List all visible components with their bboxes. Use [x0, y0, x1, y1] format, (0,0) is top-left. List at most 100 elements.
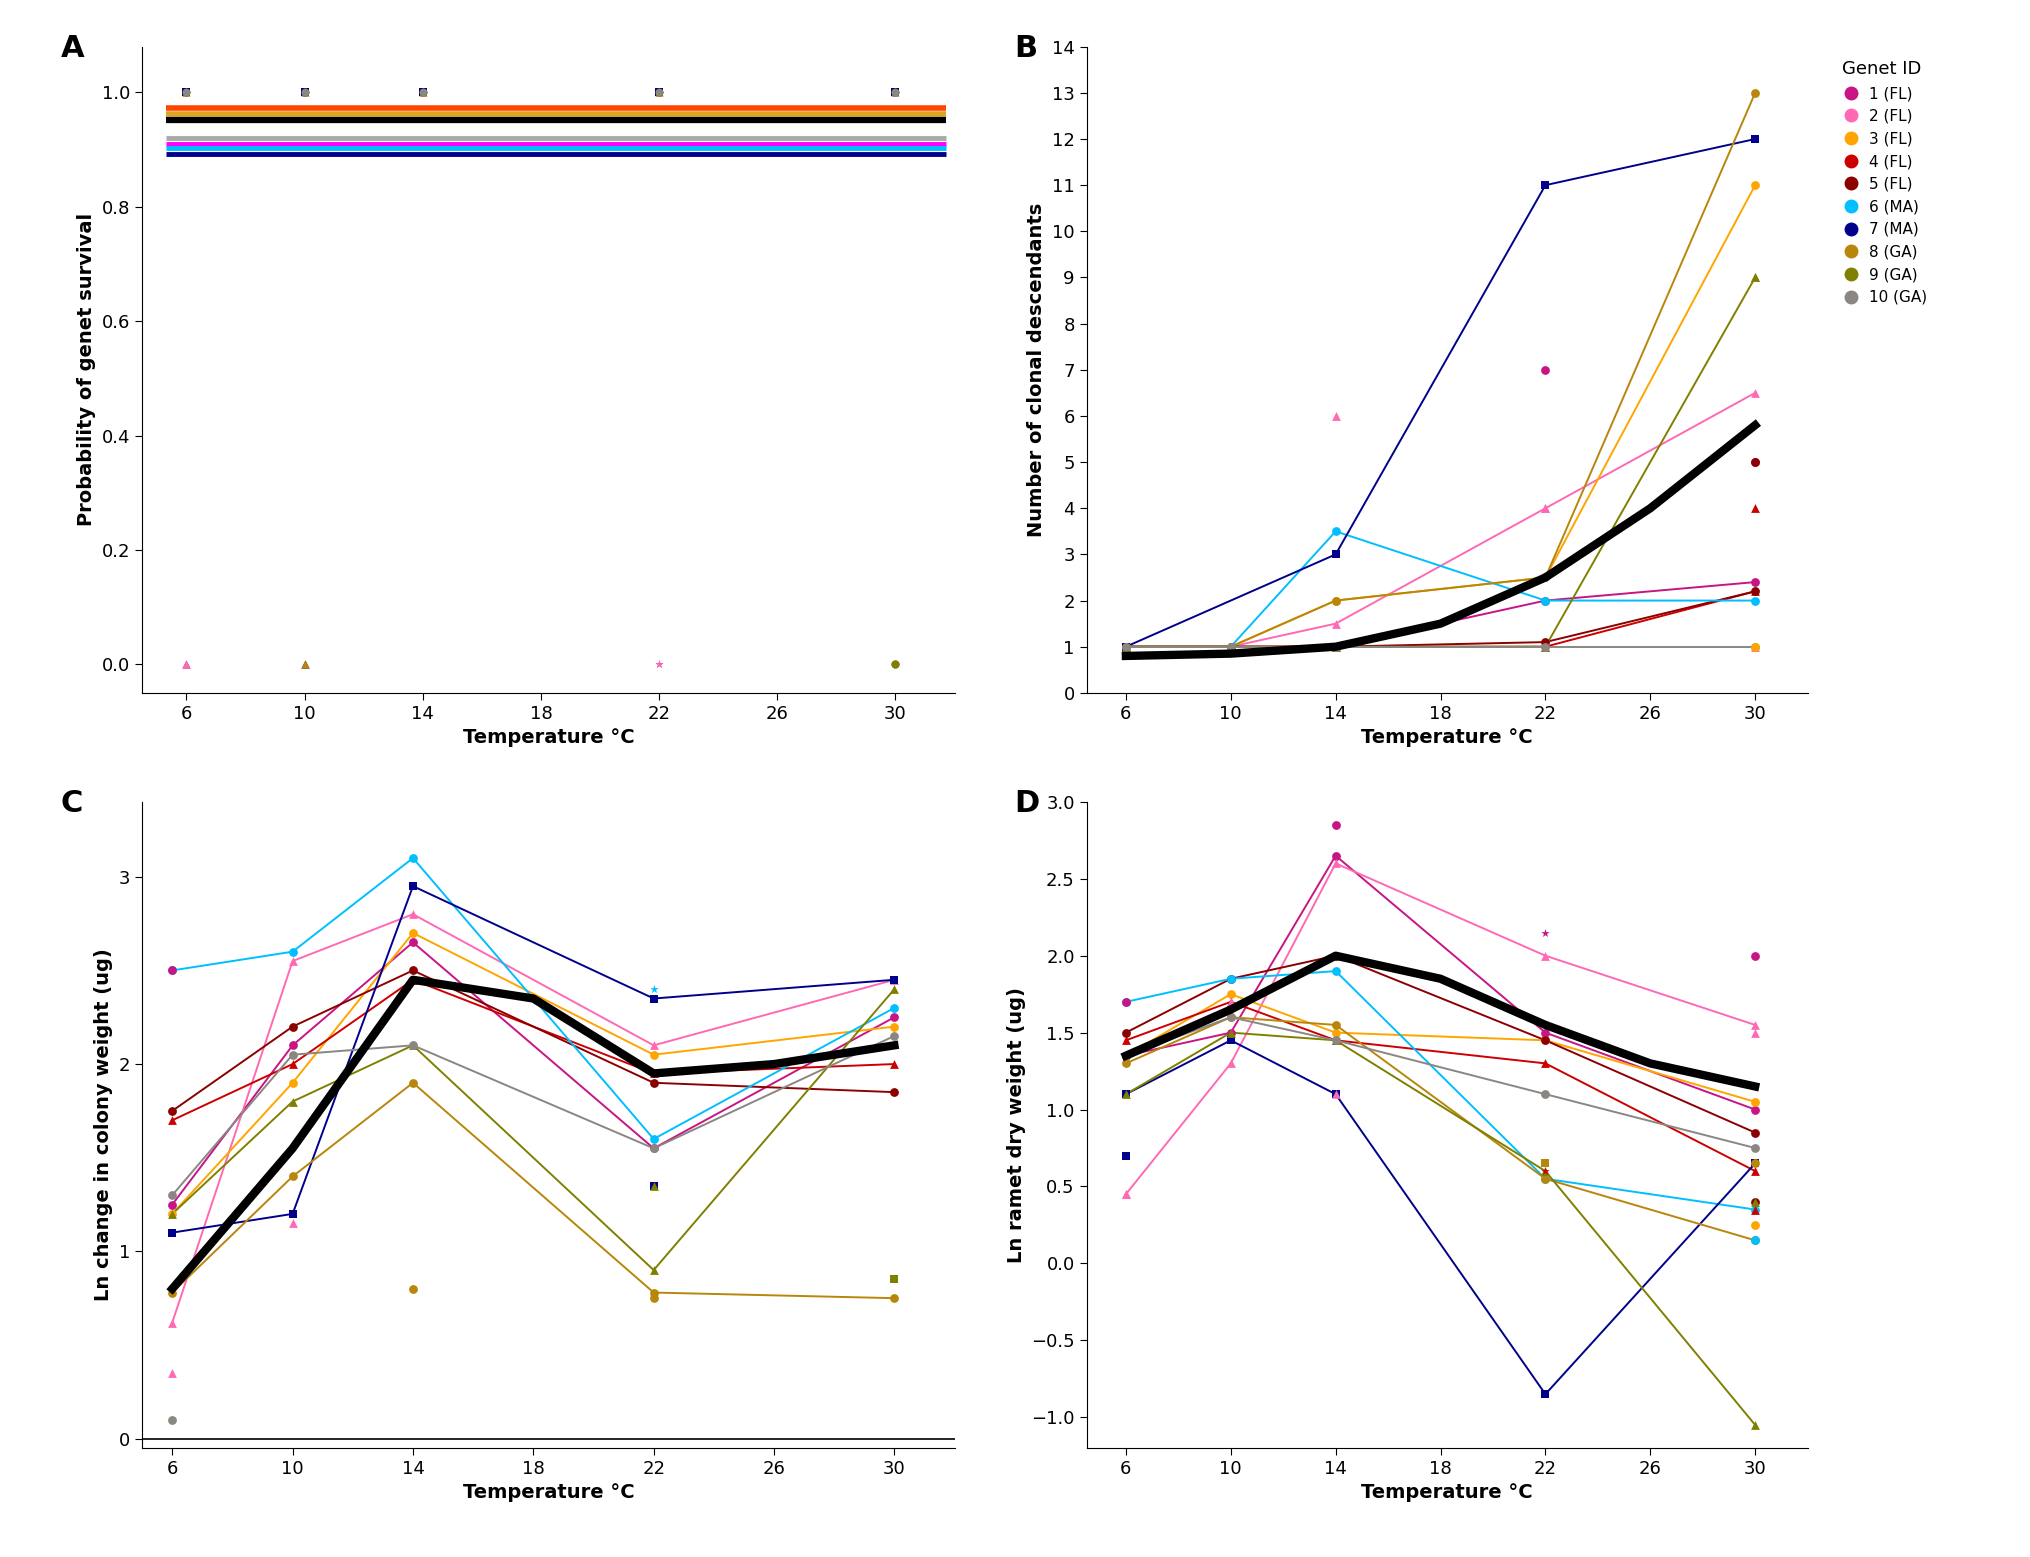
- Point: [1529, 1158, 1561, 1183]
- Point: [1320, 403, 1352, 428]
- X-axis label: Temperature °C: Temperature °C: [1360, 729, 1533, 747]
- Point: [1529, 944, 1561, 968]
- Point: [1529, 358, 1561, 383]
- Point: [1738, 1090, 1770, 1115]
- Point: [396, 845, 428, 870]
- Point: [288, 79, 321, 104]
- Point: [396, 1277, 428, 1302]
- Point: [171, 652, 203, 677]
- Point: [879, 652, 911, 677]
- Point: [171, 79, 203, 104]
- Point: [276, 1014, 309, 1039]
- Point: [1320, 844, 1352, 869]
- Point: [156, 1221, 189, 1246]
- Point: [644, 79, 676, 104]
- Point: [1738, 1412, 1770, 1437]
- Point: [276, 1165, 309, 1190]
- Point: [1529, 1166, 1561, 1191]
- Point: [1108, 1182, 1141, 1207]
- Point: [1529, 1028, 1561, 1053]
- Point: [171, 79, 203, 104]
- Text: B: B: [1015, 34, 1037, 62]
- Point: [1738, 589, 1770, 613]
- Point: [1320, 518, 1352, 543]
- Point: [276, 1032, 309, 1057]
- Point: [1529, 565, 1561, 590]
- Point: [1738, 570, 1770, 595]
- Point: [1320, 634, 1352, 659]
- Point: [1738, 1020, 1770, 1045]
- Point: [288, 79, 321, 104]
- Y-axis label: Number of clonal descendants: Number of clonal descendants: [1027, 202, 1045, 537]
- Point: [1108, 1051, 1141, 1076]
- Point: [288, 79, 321, 104]
- X-axis label: Temperature °C: Temperature °C: [463, 1484, 633, 1503]
- Point: [637, 1174, 670, 1199]
- Point: [156, 1098, 189, 1123]
- Point: [879, 79, 911, 104]
- Point: [1529, 634, 1561, 659]
- Point: [156, 958, 189, 982]
- Point: [1214, 1004, 1246, 1029]
- Point: [288, 79, 321, 104]
- Point: [276, 1070, 309, 1095]
- Point: [276, 1202, 309, 1227]
- Point: [1738, 579, 1770, 604]
- Point: [1738, 1151, 1770, 1176]
- Point: [156, 958, 189, 982]
- Point: [1738, 1197, 1770, 1222]
- Point: [396, 930, 428, 954]
- Point: [396, 1032, 428, 1057]
- Point: [276, 1211, 309, 1236]
- Point: [644, 79, 676, 104]
- Point: [1529, 1166, 1561, 1191]
- Point: [877, 1004, 909, 1029]
- Point: [1108, 1043, 1141, 1068]
- Point: [1214, 989, 1246, 1014]
- Point: [1214, 634, 1246, 659]
- Point: [637, 1286, 670, 1311]
- Point: [1320, 1082, 1352, 1107]
- Point: [1214, 634, 1246, 659]
- Point: [877, 967, 909, 992]
- Point: [1320, 813, 1352, 838]
- Point: [1529, 1028, 1561, 1053]
- Point: [879, 79, 911, 104]
- Point: [156, 1361, 189, 1386]
- Point: [1108, 634, 1141, 659]
- Point: [637, 1137, 670, 1162]
- Point: [879, 79, 911, 104]
- Point: [1108, 1082, 1141, 1107]
- Point: [644, 79, 676, 104]
- Point: [171, 79, 203, 104]
- Point: [637, 1280, 670, 1305]
- Point: [1320, 959, 1352, 984]
- Point: [1738, 1190, 1770, 1214]
- Point: [644, 79, 676, 104]
- Point: [1214, 1020, 1246, 1045]
- Point: [1738, 1228, 1770, 1253]
- Point: [1738, 944, 1770, 968]
- Point: [1738, 265, 1770, 290]
- Point: [1738, 1190, 1770, 1214]
- Point: [1214, 634, 1246, 659]
- Point: [1529, 1020, 1561, 1045]
- Text: C: C: [61, 789, 83, 817]
- Point: [288, 79, 321, 104]
- Point: [1214, 634, 1246, 659]
- Point: [396, 1070, 428, 1095]
- Point: [406, 79, 438, 104]
- Point: [406, 79, 438, 104]
- Point: [1529, 1381, 1561, 1406]
- Point: [637, 976, 670, 1001]
- Point: [879, 79, 911, 104]
- Point: [1738, 265, 1770, 290]
- Point: [288, 79, 321, 104]
- Point: [1108, 634, 1141, 659]
- Point: [879, 79, 911, 104]
- Point: [276, 948, 309, 973]
- Point: [1738, 1151, 1770, 1176]
- Point: [1738, 1197, 1770, 1222]
- Point: [877, 1014, 909, 1039]
- Point: [644, 79, 676, 104]
